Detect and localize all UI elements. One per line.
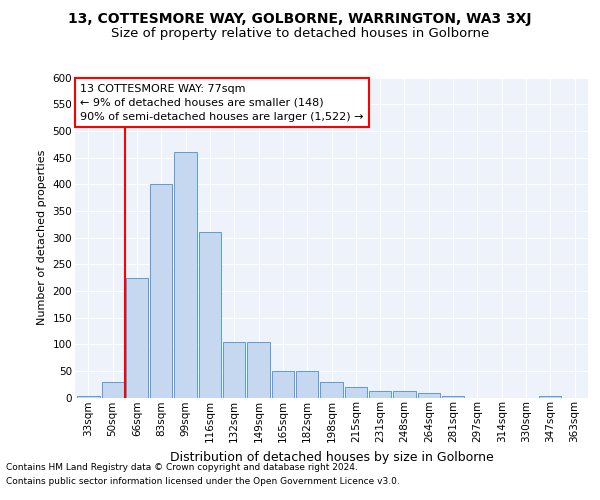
Bar: [442, 396, 464, 398]
Bar: [296, 371, 319, 398]
Bar: [101, 382, 124, 398]
Text: 13, COTTESMORE WAY, GOLBORNE, WARRINGTON, WA3 3XJ: 13, COTTESMORE WAY, GOLBORNE, WARRINGTON…: [68, 12, 532, 26]
Bar: [539, 396, 562, 398]
Bar: [369, 391, 391, 398]
Y-axis label: Number of detached properties: Number of detached properties: [37, 150, 47, 325]
Bar: [320, 382, 343, 398]
Bar: [223, 342, 245, 398]
Bar: [199, 232, 221, 398]
Text: Contains HM Land Registry data © Crown copyright and database right 2024.: Contains HM Land Registry data © Crown c…: [6, 464, 358, 472]
X-axis label: Distribution of detached houses by size in Golborne: Distribution of detached houses by size …: [170, 450, 493, 464]
Bar: [393, 391, 416, 398]
Text: 13 COTTESMORE WAY: 77sqm
← 9% of detached houses are smaller (148)
90% of semi-d: 13 COTTESMORE WAY: 77sqm ← 9% of detache…: [80, 84, 364, 122]
Bar: [126, 278, 148, 398]
Text: Contains public sector information licensed under the Open Government Licence v3: Contains public sector information licen…: [6, 477, 400, 486]
Bar: [344, 387, 367, 398]
Bar: [77, 396, 100, 398]
Bar: [247, 342, 270, 398]
Bar: [175, 152, 197, 398]
Bar: [418, 393, 440, 398]
Bar: [150, 184, 172, 398]
Bar: [272, 371, 294, 398]
Text: Size of property relative to detached houses in Golborne: Size of property relative to detached ho…: [111, 28, 489, 40]
